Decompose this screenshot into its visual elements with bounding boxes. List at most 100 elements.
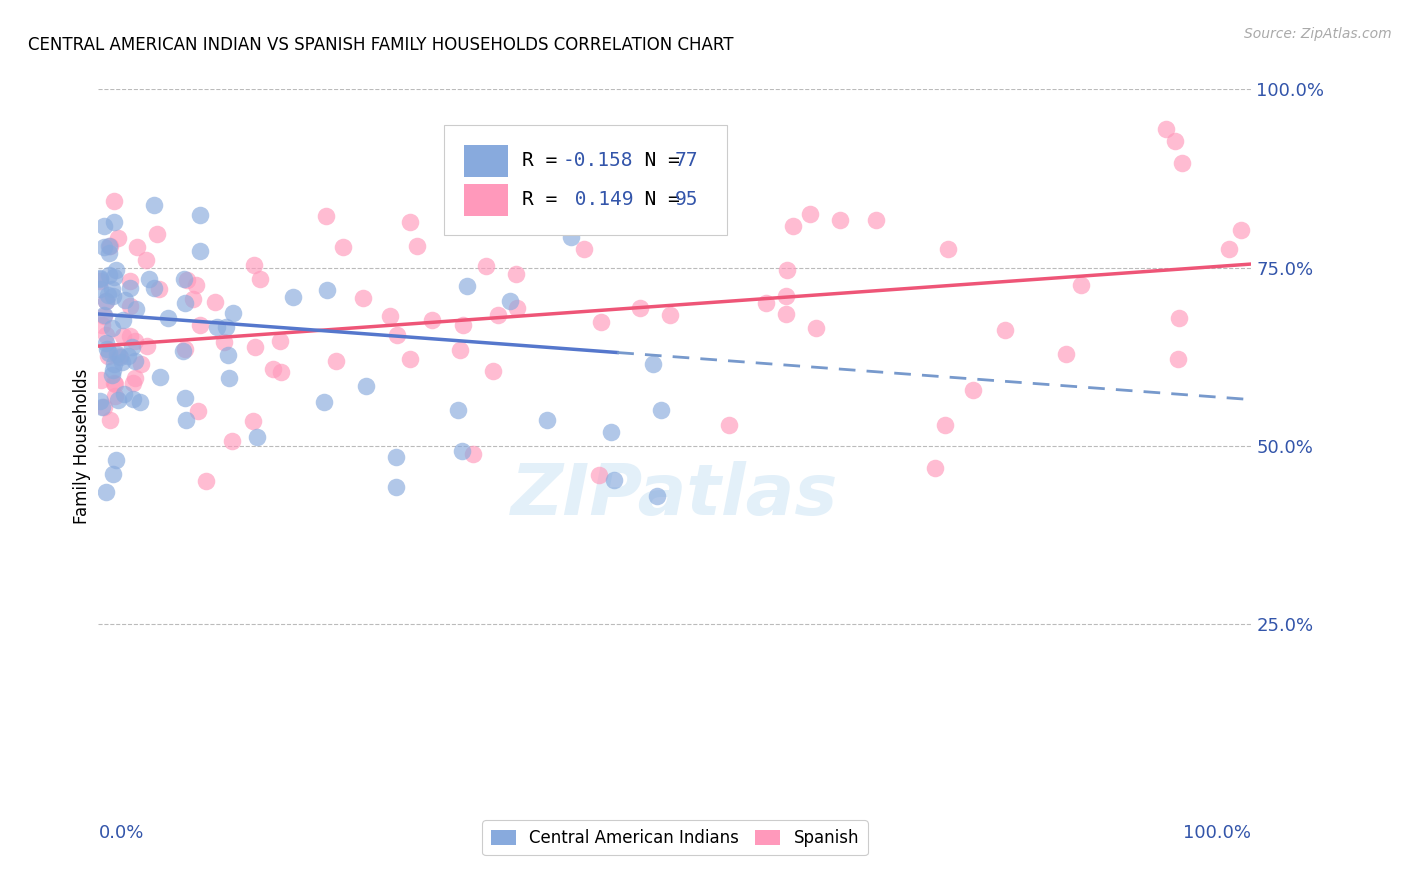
Spanish	[103, 376, 125, 390]
Central American Indians	[451, 444, 474, 458]
Spanish	[775, 307, 797, 321]
Spanish	[89, 274, 111, 288]
Text: N =: N =	[620, 151, 692, 170]
Central American Indians	[117, 349, 139, 363]
FancyBboxPatch shape	[444, 125, 727, 235]
Central American Indians	[114, 293, 136, 307]
Text: 100.0%: 100.0%	[1184, 824, 1251, 842]
Spanish	[332, 240, 354, 254]
Spanish	[385, 328, 408, 343]
Central American Indians	[650, 402, 672, 417]
Central American Indians	[101, 467, 124, 482]
Central American Indians	[156, 311, 179, 326]
Text: -0.158: -0.158	[562, 151, 634, 170]
Central American Indians	[97, 288, 120, 302]
Central American Indians	[94, 485, 117, 500]
Spanish	[924, 461, 946, 475]
Spanish	[628, 301, 651, 315]
Spanish	[474, 259, 496, 273]
Spanish	[589, 314, 612, 328]
Spanish	[242, 259, 264, 273]
Spanish	[828, 212, 851, 227]
Central American Indians	[124, 354, 146, 368]
Central American Indians	[125, 301, 148, 316]
Central American Indians	[560, 229, 582, 244]
Central American Indians	[138, 272, 160, 286]
Spanish	[97, 349, 120, 363]
Central American Indians	[97, 268, 120, 282]
Central American Indians	[314, 394, 336, 409]
Spanish	[799, 207, 821, 221]
Spanish	[98, 413, 121, 427]
Central American Indians	[93, 219, 115, 234]
Spanish	[478, 193, 501, 207]
Spanish	[1167, 351, 1189, 366]
Spanish	[270, 365, 292, 379]
Spanish	[125, 240, 148, 254]
Spanish	[380, 309, 402, 323]
Spanish	[135, 339, 157, 353]
Spanish	[107, 230, 129, 244]
Central American Indians	[354, 378, 377, 392]
Spanish	[186, 278, 208, 293]
Central American Indians	[215, 320, 238, 334]
Spanish	[98, 239, 121, 253]
Central American Indians	[499, 293, 522, 308]
Spanish	[249, 272, 271, 286]
Central American Indians	[96, 342, 118, 356]
Central American Indians	[385, 450, 408, 464]
Spanish	[221, 434, 243, 448]
Spanish	[755, 296, 778, 310]
Spanish	[659, 308, 682, 322]
Spanish	[1054, 347, 1077, 361]
Text: N =: N =	[620, 190, 692, 210]
Spanish	[1218, 242, 1240, 256]
Spanish	[1230, 222, 1253, 236]
Spanish	[118, 328, 141, 343]
Spanish	[506, 301, 529, 316]
Central American Indians	[103, 270, 125, 285]
Central American Indians	[188, 208, 211, 222]
Spanish	[782, 219, 804, 234]
Spanish	[775, 289, 797, 303]
Central American Indians	[120, 280, 142, 294]
Spanish	[804, 320, 827, 334]
Central American Indians	[645, 490, 668, 504]
Central American Indians	[108, 350, 131, 364]
Spanish	[422, 313, 444, 327]
Spanish	[482, 364, 505, 378]
Text: 0.149: 0.149	[562, 190, 634, 210]
Spanish	[449, 343, 471, 357]
Spanish	[398, 352, 420, 367]
Spanish	[108, 349, 131, 363]
Text: 0.0%: 0.0%	[98, 824, 143, 842]
Spanish	[96, 328, 118, 343]
Spanish	[399, 215, 422, 229]
Spanish	[405, 239, 427, 253]
Central American Indians	[641, 357, 664, 371]
Central American Indians	[100, 368, 122, 383]
Central American Indians	[176, 413, 198, 427]
Central American Indians	[103, 357, 125, 371]
Central American Indians	[111, 354, 134, 368]
Spanish	[120, 299, 142, 313]
Central American Indians	[281, 290, 304, 304]
Central American Indians	[142, 281, 165, 295]
Spanish	[451, 318, 474, 332]
Spanish	[461, 447, 484, 461]
Spanish	[124, 371, 146, 385]
Central American Indians	[101, 282, 124, 296]
Spanish	[994, 323, 1017, 337]
Spanish	[1168, 311, 1191, 326]
Central American Indians	[602, 473, 624, 487]
Central American Indians	[149, 370, 172, 384]
Central American Indians	[93, 240, 115, 254]
Central American Indians	[112, 313, 135, 327]
Central American Indians	[98, 238, 121, 252]
Text: R =: R =	[522, 151, 568, 170]
Text: 95: 95	[675, 190, 699, 210]
Central American Indians	[89, 272, 111, 286]
Central American Indians	[104, 262, 127, 277]
Central American Indians	[103, 215, 125, 229]
FancyBboxPatch shape	[464, 184, 508, 216]
